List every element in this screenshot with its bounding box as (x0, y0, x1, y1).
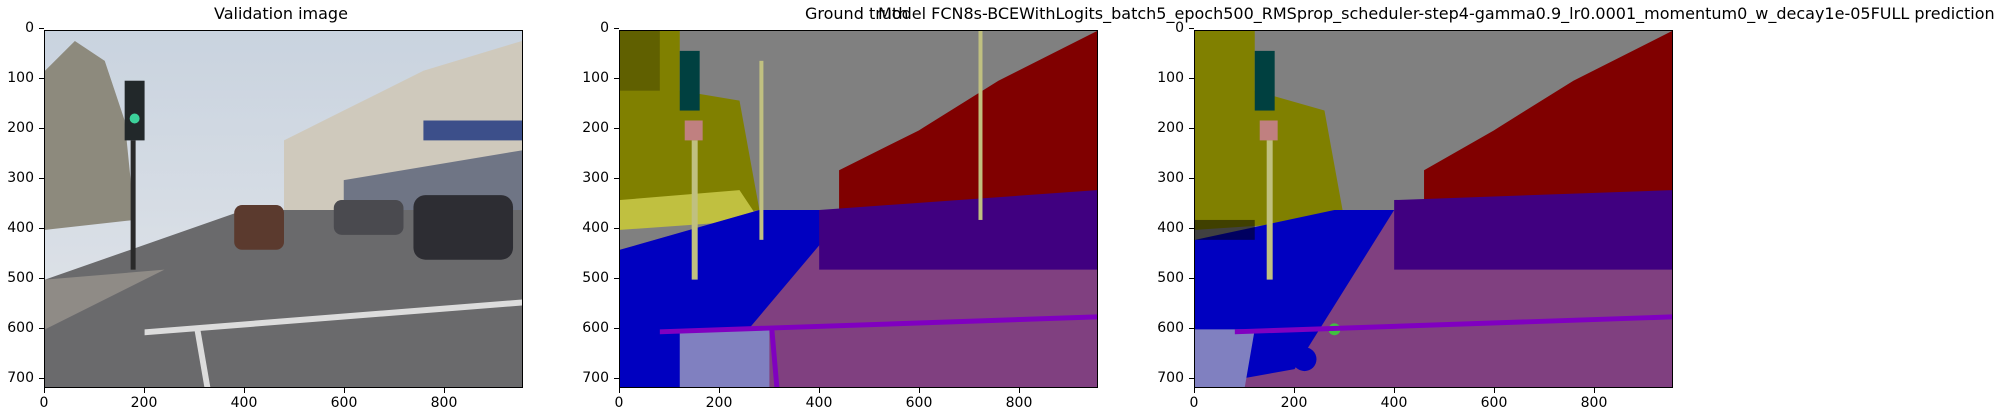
y-tick: 0 (1150, 20, 1194, 36)
y-tick: 100 (575, 70, 619, 86)
y-tick: 400 (0, 220, 44, 236)
y-tick: 300 (1150, 170, 1194, 186)
x-tick: 0 (1174, 388, 1214, 411)
prediction-panel: Model FCN8s-BCEWithLogits_batch5_epoch50… (878, 0, 1995, 420)
x-tick: 800 (424, 388, 464, 411)
y-tick: 200 (0, 120, 44, 136)
x-tick: 0 (599, 388, 639, 411)
y-tick: 0 (0, 20, 44, 36)
y-tick: 100 (0, 70, 44, 86)
y-tick: 600 (0, 320, 44, 336)
y-tick: 500 (575, 270, 619, 286)
y-tick: 500 (1150, 270, 1194, 286)
y-tick: 700 (0, 370, 44, 386)
panel-title: Ground truth (805, 4, 909, 23)
prediction-image (1194, 30, 1673, 388)
panel-title: Validation image (214, 4, 348, 23)
y-tick: 300 (0, 170, 44, 186)
panel-title: Model FCN8s-BCEWithLogits_batch5_epoch50… (878, 4, 1995, 23)
x-tick: 600 (899, 388, 939, 411)
x-tick: 600 (1474, 388, 1514, 411)
ground-truth-image (619, 30, 1098, 388)
validation-panel: Validation image (0, 0, 523, 420)
x-tick: 800 (999, 388, 1039, 411)
y-tick: 200 (1150, 120, 1194, 136)
y-tick: 700 (1150, 370, 1194, 386)
ground-truth-panel: Ground truth 0 100 200 300 400 500 600 7… (575, 0, 1098, 420)
y-tick: 600 (1150, 320, 1194, 336)
y-tick: 200 (575, 120, 619, 136)
y-tick: 400 (575, 220, 619, 236)
y-tick: 400 (1150, 220, 1194, 236)
x-tick: 200 (1274, 388, 1314, 411)
y-tick: 300 (575, 170, 619, 186)
x-tick: 800 (1574, 388, 1614, 411)
y-tick: 100 (1150, 70, 1194, 86)
validation-image (44, 30, 523, 388)
x-tick: 200 (699, 388, 739, 411)
y-tick: 600 (575, 320, 619, 336)
y-tick: 500 (0, 270, 44, 286)
x-tick: 200 (124, 388, 164, 411)
y-tick: 700 (575, 370, 619, 386)
x-tick: 400 (224, 388, 264, 411)
x-tick: 400 (1374, 388, 1414, 411)
x-tick: 400 (799, 388, 839, 411)
x-tick: 600 (324, 388, 364, 411)
x-tick: 0 (24, 388, 64, 411)
y-tick: 0 (575, 20, 619, 36)
